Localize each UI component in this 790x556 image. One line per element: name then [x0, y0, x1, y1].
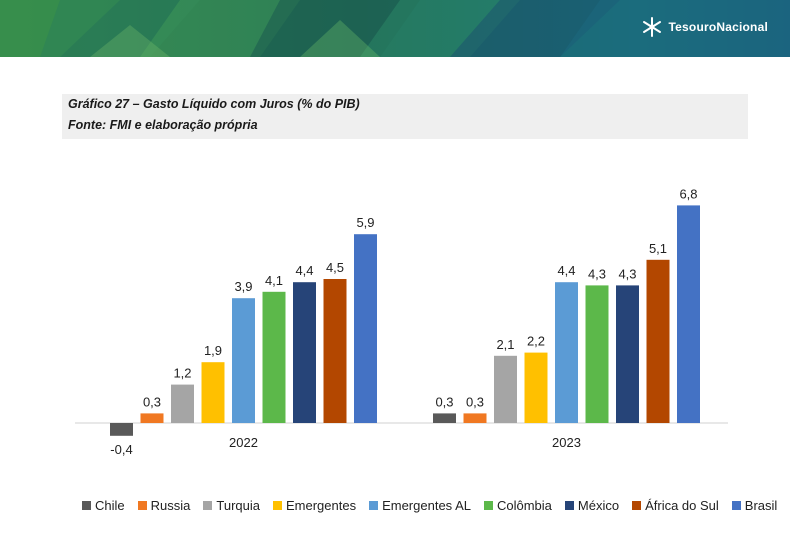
x-tick-label: 2022 [229, 435, 258, 450]
data-label: 4,1 [265, 273, 283, 288]
legend-item: Brasil [731, 498, 778, 513]
legend-label: Russia [150, 498, 191, 513]
legend-item: Russia [137, 498, 191, 513]
data-label: 2,1 [496, 337, 514, 352]
tesouro-logo: TesouroNacional [641, 16, 768, 38]
bar-col-mbia-2023 [585, 285, 609, 423]
data-label: 2,2 [527, 334, 545, 349]
legend-swatch [731, 501, 741, 510]
data-label: 6,8 [679, 186, 697, 201]
bar-chile-2023 [433, 413, 456, 423]
bar-russia-2022 [140, 413, 164, 423]
bar-turquia-2023 [494, 355, 517, 423]
bar-emergentes-al-2022 [232, 298, 255, 423]
data-label: 1,9 [204, 343, 222, 358]
data-label: -0,4 [110, 442, 132, 457]
bar-russia-2023 [463, 413, 487, 423]
legend-label: Emergentes AL [382, 498, 471, 513]
legend-label: México [577, 498, 620, 513]
legend-item: Turquia [203, 498, 260, 513]
legend-item: Chile [82, 498, 125, 513]
bar-m-xico-2023 [616, 285, 639, 423]
bar-turquia-2022 [171, 384, 194, 423]
bar-brasil-2022 [354, 234, 377, 423]
data-label: 4,3 [618, 266, 636, 281]
banner-background [0, 0, 790, 57]
data-label: 5,1 [649, 241, 667, 256]
chart-legend: Chile Russia Turquia Emergentes Emergentes A… [82, 498, 777, 513]
header-banner: TesouroNacional [0, 0, 790, 57]
legend-label: Turquia [216, 498, 260, 513]
bar-emergentes-2022 [201, 362, 225, 423]
bar--frica-do-sul-2023 [646, 259, 670, 423]
legend-label: Emergentes [285, 498, 357, 513]
logo-text: TesouroNacional [668, 20, 768, 34]
bar-emergentes-al-2023 [555, 282, 578, 423]
data-label: 0,3 [435, 394, 453, 409]
bar-brasil-2023 [677, 205, 700, 423]
bar--frica-do-sul-2022 [323, 279, 347, 423]
legend-label: Brasil [744, 498, 778, 513]
legend-swatch [137, 501, 147, 510]
figure-title: Gráfico 27 – Gasto Líquido com Juros (% … [68, 97, 360, 111]
legend-label: África do Sul [645, 498, 719, 513]
bar-emergentes-2023 [524, 352, 548, 423]
legend-swatch [203, 501, 213, 510]
data-label: 4,3 [588, 266, 606, 281]
bar-chart: -0,4 0,3 1,2 1,9 3,9 4,1 4,4 4,5 5,9 2022 0,3 0,3 2,… [75, 186, 728, 457]
figure-title-box: Gráfico 27 – Gasto Líquido com Juros (% … [62, 94, 748, 139]
legend-swatch [82, 501, 91, 510]
legend-swatch [272, 501, 282, 510]
data-label: 3,9 [234, 279, 252, 294]
legend-swatch [632, 501, 642, 510]
legend-label: Chile [95, 498, 125, 513]
legend-item: Colômbia [483, 498, 552, 513]
data-label: 1,2 [173, 366, 191, 381]
data-label: 4,5 [326, 260, 344, 275]
data-label: 0,3 [143, 394, 161, 409]
bar-m-xico-2022 [293, 282, 316, 423]
data-label: 0,3 [466, 394, 484, 409]
data-label: 4,4 [295, 263, 313, 278]
legend-swatch [369, 501, 379, 510]
figure-source: Fonte: FMI e elaboração própria [68, 118, 258, 132]
legend-swatch [483, 501, 493, 510]
bar-chile-2022 [110, 423, 133, 436]
legend-swatch [564, 501, 574, 510]
x-tick-label: 2023 [552, 435, 581, 450]
legend-item: México [564, 498, 620, 513]
legend-item: Emergentes AL [369, 498, 471, 513]
legend-label: Colômbia [496, 498, 552, 513]
legend-item: Emergentes [272, 498, 357, 513]
data-label: 4,4 [557, 263, 575, 278]
legend-item: África do Sul [632, 498, 719, 513]
tesouro-star-icon [642, 17, 661, 37]
data-label: 5,9 [356, 215, 374, 230]
bar-col-mbia-2022 [262, 291, 286, 423]
